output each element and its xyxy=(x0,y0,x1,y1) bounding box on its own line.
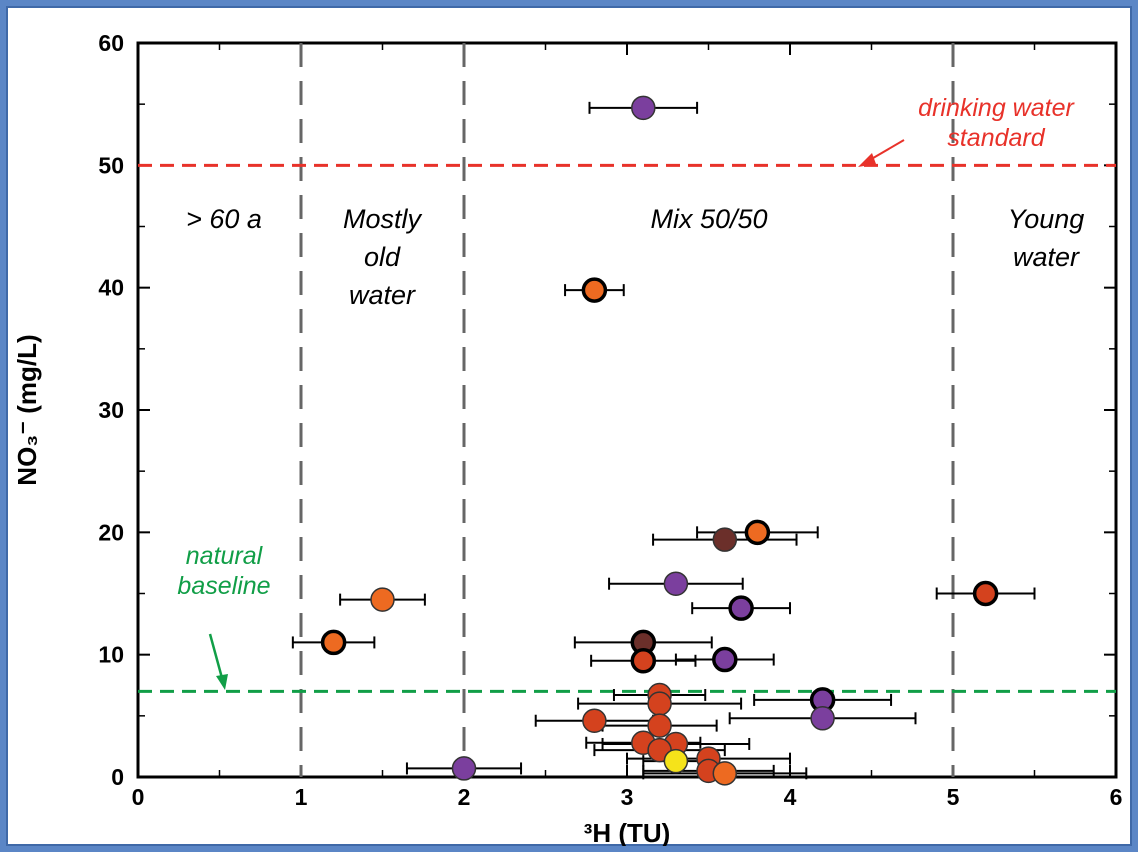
x-tick-label: 2 xyxy=(458,784,471,810)
data-point xyxy=(744,519,771,546)
y-tick-label: 50 xyxy=(98,152,124,178)
y-tick-label: 0 xyxy=(111,764,124,790)
data-point xyxy=(663,748,689,774)
data-point xyxy=(647,691,672,716)
zone-label: Mostly old water xyxy=(343,204,423,310)
x-tick-label: 6 xyxy=(1110,784,1123,810)
plot-area-border xyxy=(136,41,1118,779)
drinking-water-arrow xyxy=(867,139,905,162)
data-point xyxy=(630,648,657,674)
y-tick-label: 30 xyxy=(98,397,124,423)
data-point xyxy=(972,580,999,607)
y-axis-title: NO₃⁻ (mg/L) xyxy=(12,334,42,485)
y-tick-label: 20 xyxy=(98,519,124,545)
data-point xyxy=(728,595,754,621)
data-point xyxy=(582,708,607,733)
y-tick-label: 10 xyxy=(98,642,124,668)
x-tick-label: 1 xyxy=(295,784,308,810)
data-point xyxy=(810,706,835,731)
x-tick-label: 5 xyxy=(947,784,960,810)
data-point xyxy=(712,527,738,552)
x-axis-title: ³H (TU) xyxy=(584,818,671,846)
data-point xyxy=(663,571,689,596)
data-point xyxy=(631,95,656,121)
zone-label: > 60 a xyxy=(186,204,262,234)
data-point xyxy=(647,713,672,738)
zone-label: Young water xyxy=(1008,204,1085,272)
chart-frame: 0 1 2 3 4 5 6 0 10 20 30 40 50 60 ³H (TU) NO₃⁻ (mg/L) dr… xyxy=(6,6,1132,846)
data-point xyxy=(712,646,738,673)
data-point xyxy=(451,756,477,781)
y-tick-label: 40 xyxy=(98,275,124,301)
x-tick-label: 0 xyxy=(132,784,145,810)
data-point xyxy=(712,761,738,786)
drinking-water-standard-label: drinking water standard xyxy=(918,94,1075,152)
y-tick-label: 60 xyxy=(98,30,124,56)
data-point xyxy=(581,277,608,303)
x-tick-label: 4 xyxy=(784,784,797,810)
natural-baseline-label: natural baseline xyxy=(177,542,270,600)
zone-label: Mix 50/50 xyxy=(650,204,767,234)
natural-baseline-arrow xyxy=(208,633,224,679)
data-point xyxy=(370,587,395,612)
data-point xyxy=(320,629,347,656)
drinking-water-arrowhead xyxy=(858,153,876,167)
x-tick-label: 3 xyxy=(621,784,634,810)
natural-baseline-arrowhead xyxy=(216,674,228,690)
